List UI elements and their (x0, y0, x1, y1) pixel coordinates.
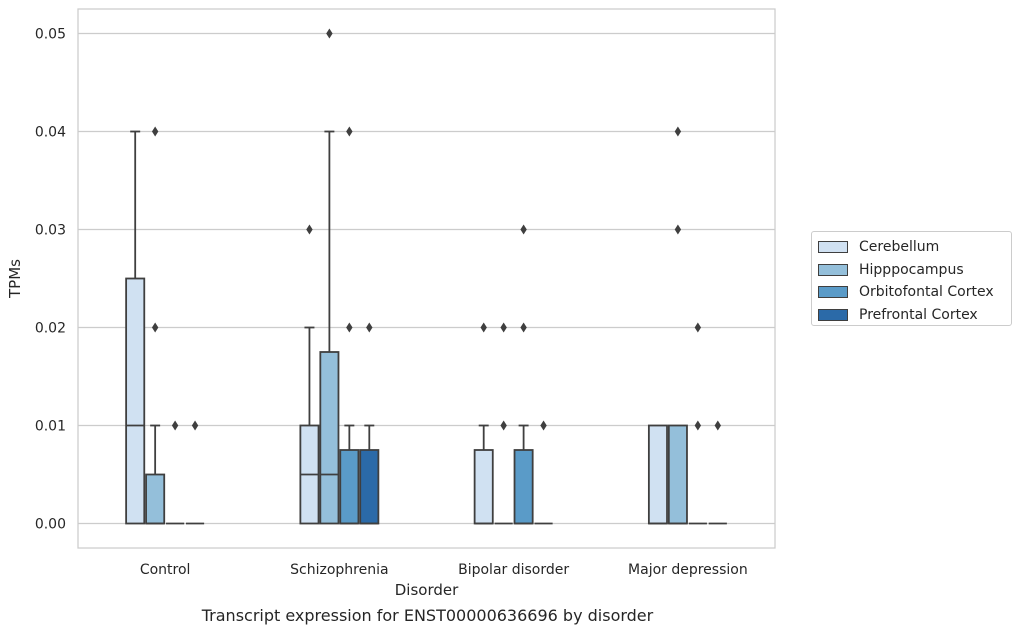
legend-swatch (818, 286, 848, 299)
y-tick-label: 0.02 (35, 321, 66, 337)
box-body (513, 449, 534, 525)
box-body (667, 424, 688, 525)
box-group (473, 224, 553, 525)
box-body (647, 424, 668, 525)
box (166, 420, 185, 525)
legend: Cerebellum Hipppocampus Orbitofontal Corte… (811, 231, 1012, 326)
legend-item: Prefrontal Cortex (818, 304, 1011, 327)
box (339, 126, 360, 525)
figure-caption: Transcript expression for ENST0000063669… (201, 606, 654, 625)
outlier-point (151, 126, 159, 137)
y-tick-label: 0.01 (35, 419, 66, 435)
box-body (473, 449, 494, 525)
box-body (125, 277, 146, 525)
legend-label: Orbitofontal Cortex (859, 284, 994, 301)
box (319, 28, 340, 525)
box (299, 224, 320, 525)
y-tick-label: 0.03 (35, 223, 66, 239)
outlier-point (346, 322, 353, 333)
box (647, 424, 668, 525)
x-tick-labels: Control Schizophrenia Bipolar disorder Majo… (140, 562, 748, 578)
outlier-point (694, 322, 702, 333)
box (534, 420, 553, 525)
legend-label: Prefrontal Cortex (859, 307, 978, 324)
plot-frame (77, 8, 776, 549)
box-group (647, 126, 727, 525)
y-tick-labels: 0.00 0.01 0.02 0.03 0.04 0.05 (35, 27, 66, 533)
outlier-point (520, 322, 527, 333)
outlier-point (674, 126, 682, 137)
outlier-point (714, 420, 722, 431)
outlier-point (500, 420, 507, 431)
y-tick-label: 0.04 (35, 125, 66, 141)
box-body (359, 449, 380, 525)
outlier-point (540, 420, 547, 431)
legend-item: Orbitofontal Cortex (818, 281, 1011, 304)
outlier-point (346, 126, 353, 137)
legend-swatch (818, 263, 848, 276)
outlier-point (191, 420, 199, 431)
legend-item: Hipppocampus (818, 259, 1011, 282)
x-tick-label: Control (140, 562, 191, 578)
outlier-point (151, 322, 159, 333)
x-tick-label: Schizophrenia (290, 562, 388, 578)
box (145, 126, 166, 525)
box (513, 224, 534, 525)
x-axis-label: Disorder (395, 581, 459, 599)
outlier-point (326, 28, 333, 39)
box (688, 322, 707, 525)
box-body (319, 351, 340, 525)
outlier-point (500, 322, 507, 333)
outlier-point (306, 224, 313, 235)
box (185, 420, 205, 525)
legend-swatch (818, 241, 848, 254)
outlier-point (366, 322, 373, 333)
box (494, 322, 513, 525)
box (125, 130, 146, 525)
outlier-point (171, 420, 179, 431)
y-tick-label: 0.05 (35, 27, 66, 43)
box-group (125, 126, 205, 525)
legend-label: Cerebellum (859, 239, 940, 256)
outlier-point (520, 224, 527, 235)
legend-item: Cerebellum (818, 236, 1011, 259)
x-tick-label: Major depression (628, 562, 748, 578)
outlier-point (674, 224, 682, 235)
outlier-point (694, 420, 702, 431)
box-groups (125, 28, 727, 525)
y-axis-label: TPMs (6, 259, 24, 299)
box-body (339, 449, 360, 525)
x-tick-label: Bipolar disorder (458, 562, 569, 578)
y-tick-label: 0.00 (35, 517, 66, 533)
box-body (145, 473, 166, 525)
legend-label: Hipppocampus (859, 261, 964, 278)
box (473, 322, 494, 525)
box (359, 322, 380, 525)
box (667, 126, 688, 525)
legend-swatch (818, 309, 848, 322)
box (708, 420, 727, 525)
outlier-point (480, 322, 487, 333)
box-group (299, 28, 380, 525)
